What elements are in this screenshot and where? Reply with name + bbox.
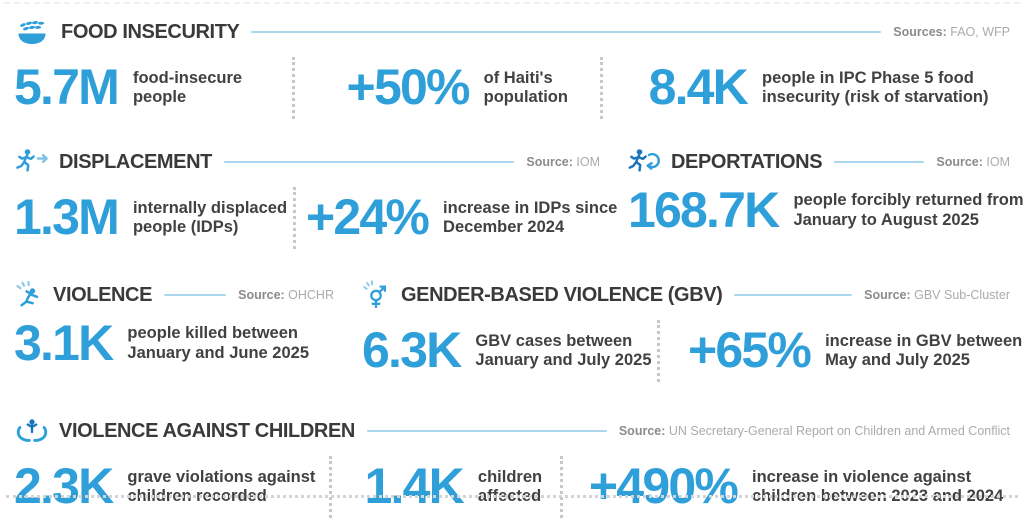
source-label: Source:: [238, 288, 289, 302]
stat-gbv-cases: 6.3K GBV cases between January and July …: [362, 322, 657, 379]
stat-value: 8.4K: [648, 59, 749, 116]
stat-label: grave violations against children record…: [127, 467, 316, 505]
stat-forcible-returns: 168.7K people forcibly returned from Jan…: [628, 182, 1024, 238]
source-value: GBV Sub-Cluster: [914, 288, 1010, 302]
dotted-divider: [599, 57, 603, 119]
section-title: VIOLENCE AGAINST CHILDREN: [59, 419, 355, 442]
stat-label: children affected: [477, 467, 543, 505]
header-rule: [164, 294, 227, 296]
vac-header: VIOLENCE AGAINST CHILDREN Source: UN Sec…: [14, 415, 1010, 447]
header-rule: [834, 161, 925, 163]
section-title: FOOD INSECURITY: [61, 20, 240, 43]
stat-value: +490%: [588, 458, 739, 515]
violence-header: VIOLENCE Source: OHCHR: [14, 279, 334, 311]
stat-idp-increase: +24% increase in IDPs since December 202…: [296, 189, 623, 246]
dotted-divider: [657, 320, 660, 382]
stat-label: food-insecure people: [132, 68, 243, 106]
falling-person-impact-icon: [14, 281, 44, 309]
stat-label: GBV cases between January and July 2025: [475, 331, 652, 369]
section-displacement: DISPLACEMENT Source: IOM 1.3M internally…: [14, 146, 617, 249]
top-dashed-divider: [4, 2, 1020, 4]
displacement-header: DISPLACEMENT Source: IOM: [14, 146, 600, 178]
section-title: DEPORTATIONS: [671, 150, 823, 173]
source-value: IOM: [576, 155, 600, 169]
food-insecurity-header: FOOD INSECURITY Sources: FAO, WFP: [14, 16, 1010, 48]
source-note: Source: OHCHR: [238, 288, 334, 302]
bottom-dotted-divider: [6, 495, 1018, 498]
stat-value: 1.4K: [364, 458, 464, 515]
section-title: GENDER-BASED VIOLENCE (GBV): [401, 283, 723, 306]
column-gap: [334, 279, 362, 382]
hands-holding-child-icon: [14, 416, 50, 446]
gender-symbol-impact-icon: [362, 280, 392, 310]
source-label: Source:: [526, 155, 577, 169]
stat-food-insecure-people: 5.7M food-insecure people: [14, 59, 292, 116]
section-title: VIOLENCE: [53, 283, 153, 306]
section-title: DISPLACEMENT: [59, 150, 212, 173]
dotted-divider: [329, 456, 333, 518]
stat-gbv-increase: +65% increase in GBV between May and Jul…: [660, 322, 1024, 379]
stat-value: +50%: [346, 59, 471, 116]
stat-value: +65%: [688, 322, 812, 379]
dotted-divider: [291, 57, 295, 119]
stat-label: of Haiti's population: [483, 68, 568, 106]
source-note: Source: IOM: [936, 155, 1010, 169]
gbv-header: GENDER-BASED VIOLENCE (GBV) Source: GBV …: [362, 279, 1010, 311]
source-note: Source: UN Secretary-General Report on C…: [619, 424, 1010, 438]
source-label: Source:: [864, 288, 915, 302]
dotted-divider: [559, 456, 563, 518]
stat-idps: 1.3M internally displaced people (IDPs): [14, 189, 293, 246]
stat-value: 1.3M: [14, 189, 120, 246]
stat-value: 3.1K: [14, 315, 114, 371]
stat-population-share: +50% of Haiti's population: [295, 59, 600, 116]
stat-violence-increase: +490% increase in violence against child…: [563, 458, 1010, 515]
source-note: Source: IOM: [526, 155, 600, 169]
source-value: OHCHR: [288, 288, 334, 302]
stat-label: people forcibly returned from January to…: [793, 191, 1024, 229]
source-label: Source:: [936, 155, 987, 169]
header-rule: [734, 294, 853, 296]
section-gbv: GENDER-BASED VIOLENCE (GBV) Source: GBV …: [362, 279, 1022, 382]
stat-label: people killed between January and June 2…: [127, 324, 310, 362]
running-person-arrow-icon: [14, 148, 50, 176]
source-note: Source: GBV Sub-Cluster: [864, 288, 1010, 302]
source-note: Sources: FAO, WFP: [893, 25, 1010, 39]
section-violence-against-children: VIOLENCE AGAINST CHILDREN Source: UN Sec…: [14, 415, 1010, 518]
section-violence: VIOLENCE Source: OHCHR 3.1K people kille…: [14, 279, 334, 382]
stat-value: 5.7M: [14, 59, 120, 116]
header-rule: [223, 161, 515, 163]
section-deportations: DEPORTATIONS Source: IOM 168.7K people f…: [628, 146, 1024, 249]
row-violence-gbv: VIOLENCE Source: OHCHR 3.1K people kille…: [14, 279, 1022, 382]
source-value: UN Secretary-General Report on Children …: [668, 424, 1010, 438]
stat-value: 2.3K: [14, 458, 114, 515]
stat-value: 168.7K: [628, 182, 780, 238]
column-gap: [600, 146, 628, 249]
stat-people-killed: 3.1K people killed between January and J…: [14, 315, 322, 371]
stat-value: 6.3K: [362, 322, 462, 379]
row-displacement-deportations: DISPLACEMENT Source: IOM 1.3M internally…: [14, 146, 1024, 249]
header-rule: [251, 31, 882, 33]
source-label: Source:: [618, 424, 669, 438]
deportations-header: DEPORTATIONS Source: IOM: [628, 146, 1010, 178]
header-rule: [366, 430, 607, 432]
stat-ipc-phase5: 8.4K people in IPC Phase 5 food insecuri…: [603, 59, 1010, 116]
source-label: Sources:: [893, 25, 951, 39]
dotted-divider: [292, 187, 296, 249]
rice-bowl-icon: [14, 17, 52, 47]
stat-label: internally displaced people (IDPs): [132, 198, 288, 236]
stat-label: increase in IDPs since December 2024: [443, 198, 618, 236]
stat-label: people in IPC Phase 5 food insecurity (r…: [762, 68, 989, 106]
stat-children-affected: 1.4K children affected: [332, 458, 559, 515]
stat-label: increase in violence against children be…: [752, 467, 1004, 505]
section-food-insecurity: FOOD INSECURITY Sources: FAO, WFP 5.7M f…: [14, 16, 1010, 119]
stat-value: +24%: [305, 189, 430, 246]
infographic-key-figures: FOOD INSECURITY Sources: FAO, WFP 5.7M f…: [4, 2, 1024, 518]
stat-grave-violations: 2.3K grave violations against children r…: [14, 458, 329, 515]
running-person-return-arrow-icon: [628, 148, 662, 176]
source-value: IOM: [986, 155, 1010, 169]
source-value: FAO, WFP: [950, 25, 1010, 39]
stat-label: increase in GBV between May and July 202…: [825, 331, 1023, 369]
